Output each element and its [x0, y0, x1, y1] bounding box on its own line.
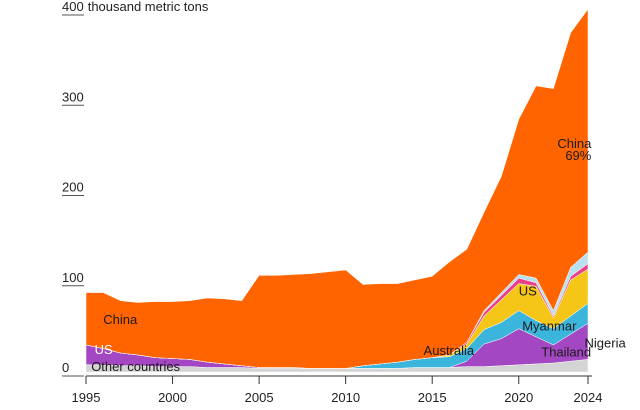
series-label-china: 69% [565, 148, 591, 163]
y-axis-unit-label: thousand metric tons [88, 0, 209, 14]
y-tick-label: 0 [62, 360, 69, 375]
tick-layer: 1995 2000 2005 2010 2015 2020 2024 0 100 200 300 40… [62, 0, 602, 405]
area-layer [85, 8, 589, 373]
y-tick-label: 400 thousand metric tons [62, 0, 209, 14]
x-tick-label: 2005 [245, 390, 274, 405]
series-label-other-countries: Other countries [91, 359, 180, 374]
x-tick-label: 2020 [504, 390, 533, 405]
series-label-nigeria: Nigeria [585, 336, 627, 351]
y-tick-label: 300 [62, 89, 84, 104]
x-tick-label: 2010 [331, 390, 360, 405]
series-label-us: US [519, 283, 537, 298]
x-tick-label: 2000 [158, 390, 187, 405]
label-layer: ChinaChina69%USUSAustraliaMyanmarThailan… [91, 136, 626, 374]
series-label-china: China [103, 312, 138, 327]
series-label-myanmar: Myanmar [522, 318, 577, 333]
y-tick-label: 100 [62, 270, 84, 285]
area-china [85, 8, 589, 369]
y-tick-label: 200 [62, 180, 84, 195]
series-label-australia: Australia [424, 343, 475, 358]
series-label-us: US [95, 342, 113, 357]
x-tick-label: 2015 [418, 390, 447, 405]
x-tick-label: 1995 [72, 390, 101, 405]
x-tick-label: 2024 [574, 390, 603, 405]
series-label-china: China [557, 136, 592, 151]
series-label-thailand: Thailand [541, 345, 591, 360]
